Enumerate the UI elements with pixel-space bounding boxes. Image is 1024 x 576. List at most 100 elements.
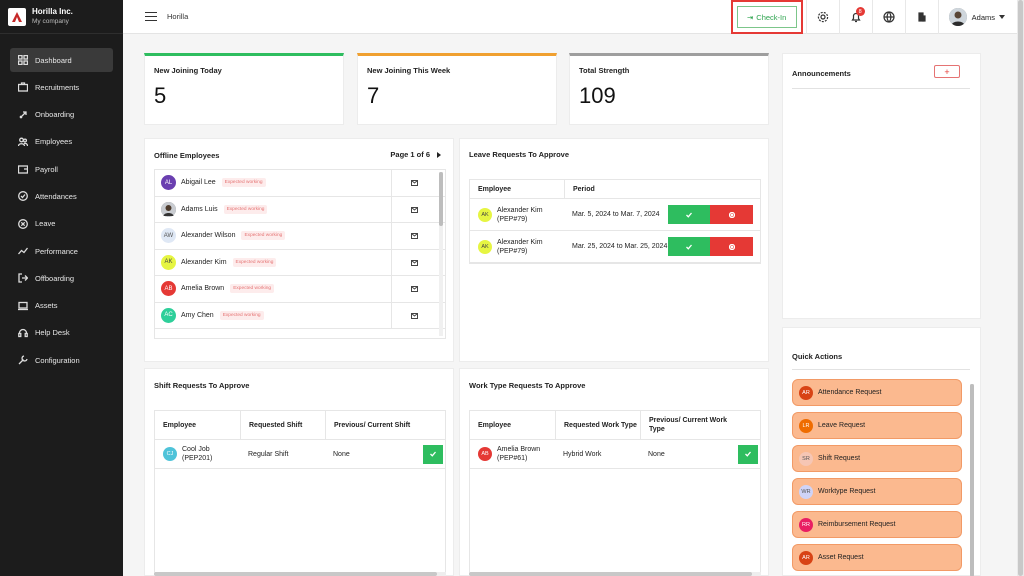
user-menu[interactable]: Adams [937, 0, 1017, 34]
sidebar-item-label: Configuration [35, 355, 80, 365]
add-announcement-button[interactable]: + [934, 65, 960, 78]
mail-button[interactable] [391, 249, 437, 276]
sidebar-item-label: Performance [35, 246, 78, 256]
quick-action-label: Shift Request [818, 455, 861, 462]
mail-button[interactable] [391, 302, 437, 329]
sidebar-item-onboarding[interactable]: Onboarding [10, 103, 113, 127]
employee-id: (PEP201) [182, 455, 213, 462]
check-icon [686, 244, 692, 250]
rocket-icon [18, 110, 28, 120]
approve-button[interactable] [738, 444, 758, 464]
x-circle-icon [18, 218, 28, 229]
avatar: AK [161, 254, 176, 270]
mail-button[interactable] [391, 223, 437, 249]
avatar [948, 8, 967, 26]
mail-button[interactable] [391, 196, 437, 223]
checkin-highlight: ⇥ Check-In [730, 0, 803, 34]
status-badge: Expected working [221, 178, 266, 188]
quick-actions-scrollbar[interactable] [970, 384, 974, 576]
horilla-logo-icon [8, 7, 26, 26]
horizontal-scrollbar[interactable] [469, 572, 761, 576]
sidebar-item-label: Assets [35, 301, 58, 311]
approve-button[interactable] [668, 205, 710, 224]
next-page-icon[interactable] [437, 151, 441, 158]
settings-button[interactable] [805, 0, 839, 34]
leave-requests-table: Employee Period AK Alexander Kim (PEP#79)… [469, 179, 761, 264]
list-item[interactable]: AB Amelia Brown Expected working [155, 276, 445, 303]
column-header: Requested Work Type [555, 411, 640, 440]
sidebar-item-leave[interactable]: Leave [10, 212, 113, 236]
table-header: Employee Requested Shift Previous/ Curre… [155, 411, 445, 440]
page-indicator: Page 1 of 6 [390, 150, 430, 159]
column-header: Employee [163, 421, 197, 429]
avatar: AR [799, 550, 813, 565]
announcements-card: Announcements + [782, 53, 981, 319]
list-item[interactable]: Adams Luis Expected working [155, 196, 445, 223]
avatar: AC [161, 307, 176, 323]
chevron-down-icon [999, 15, 1005, 19]
table-row[interactable]: AK Alexander Kim (PEP#79) Mar. 5, 2024 to… [470, 199, 760, 231]
stat-total-strength[interactable]: Total Strength 109 [569, 53, 769, 125]
table-row[interactable]: AK Alexander Kim (PEP#79) Mar. 25, 2024 t… [470, 231, 760, 263]
table-row[interactable]: CJ Cool Job (PEP201) Regular Shift None [155, 440, 445, 469]
quick-action-leave-request[interactable]: LR Leave Request [792, 412, 962, 439]
sidebar-item-recruitments[interactable]: Recruitments [10, 75, 113, 99]
language-button[interactable] [871, 0, 905, 34]
company-button[interactable] [904, 0, 938, 34]
approve-button[interactable] [423, 444, 443, 464]
user-name: Adams [971, 12, 995, 22]
stat-new-joining-today[interactable]: New Joining Today 5 [144, 53, 344, 125]
period-cell: Mar. 5, 2024 to Mar. 7, 2024 [572, 211, 660, 218]
breadcrumb[interactable]: Horilla [167, 12, 189, 21]
sidebar-item-help-desk[interactable]: Help Desk [10, 321, 113, 345]
divider [792, 88, 970, 89]
quick-action-reimbursement-request[interactable]: RR Reimbursement Request [792, 511, 962, 538]
card-title: Announcements [792, 69, 851, 78]
horizontal-scrollbar[interactable] [154, 572, 446, 576]
divider [792, 369, 970, 370]
mail-button[interactable] [391, 170, 437, 196]
mail-icon [411, 259, 418, 266]
card-title: Offline Employees [154, 151, 220, 160]
company-name: Horilla Inc. [32, 7, 73, 16]
quick-action-asset-request[interactable]: AR Asset Request [792, 544, 962, 571]
reject-button[interactable] [710, 237, 753, 256]
employee-name: Amelia Brown [181, 285, 225, 293]
notifications-button[interactable]: 8 [838, 0, 872, 34]
table-row[interactable]: AB Amelia Brown (PEP#61) Hybrid Work None [470, 440, 760, 469]
list-item[interactable]: AW Alexander Wilson Expected working [155, 223, 445, 250]
list-item[interactable]: AC Amy Chen Expected working [155, 302, 445, 329]
quick-action-worktype-request[interactable]: WR Worktype Request [792, 478, 962, 505]
sidebar-item-employees[interactable]: Employees [10, 130, 113, 154]
quick-action-shift-request[interactable]: SR Shift Request [792, 445, 962, 472]
list-item[interactable]: AL Abigail Lee Expected working [155, 170, 445, 197]
worktype-requests-table: Employee Requested Work Type Previous/ C… [469, 410, 761, 576]
sidebar-item-dashboard[interactable]: Dashboard [10, 48, 113, 72]
list-scrollbar[interactable] [439, 172, 443, 336]
page-scrollbar[interactable] [1017, 0, 1024, 576]
avatar: AB [161, 281, 176, 297]
reject-button[interactable] [710, 205, 753, 224]
list-item[interactable]: AK Alexander Kim Expected working [155, 249, 445, 276]
check-in-button[interactable]: ⇥ Check-In [736, 6, 797, 28]
sidebar-item-payroll[interactable]: Payroll [10, 157, 113, 181]
sidebar-item-configuration[interactable]: Configuration [10, 348, 113, 372]
mail-button[interactable] [391, 276, 437, 302]
column-header: Period [564, 179, 668, 199]
stat-new-joining-week[interactable]: New Joining This Week 7 [357, 53, 557, 125]
login-arrow-icon: ⇥ [747, 12, 754, 22]
laptop-icon [18, 301, 28, 311]
stat-value: 7 [367, 83, 380, 108]
sidebar-item-assets[interactable]: Assets [10, 294, 113, 318]
avatar: CJ [163, 447, 177, 461]
menu-toggle-icon[interactable] [145, 11, 157, 22]
company-switcher[interactable]: Horilla Inc. My company [0, 0, 123, 34]
approve-button[interactable] [668, 237, 710, 256]
quick-action-attendance-request[interactable]: AR Attendance Request [792, 379, 962, 406]
employee-cell: AB Amelia Brown (PEP#61) [470, 445, 555, 463]
sidebar-item-performance[interactable]: Performance [10, 239, 113, 263]
sidebar-item-offboarding[interactable]: Offboarding [10, 266, 113, 290]
sidebar-item-attendances[interactable]: Attendances [10, 184, 113, 208]
status-badge: Expected working [241, 231, 286, 241]
avatar: AR [799, 385, 813, 400]
